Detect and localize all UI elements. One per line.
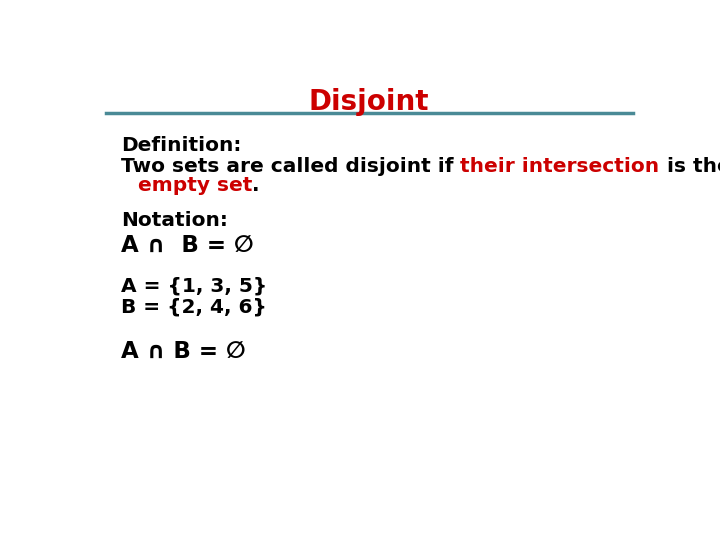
Text: is the: is the (660, 157, 720, 176)
Text: empty set: empty set (138, 177, 253, 195)
Text: Disjoint: Disjoint (309, 88, 429, 116)
Text: B = {2, 4, 6}: B = {2, 4, 6} (121, 298, 266, 316)
Text: .: . (253, 177, 260, 195)
Text: A = {1, 3, 5}: A = {1, 3, 5} (121, 276, 267, 295)
Text: A ∩ B = ∅: A ∩ B = ∅ (121, 340, 246, 363)
Text: Two sets are called disjoint if: Two sets are called disjoint if (121, 157, 461, 176)
Text: A ∩  B = ∅: A ∩ B = ∅ (121, 234, 253, 257)
Text: Notation:: Notation: (121, 211, 228, 230)
Text: their intersection: their intersection (461, 157, 660, 176)
Text: Definition:: Definition: (121, 136, 241, 154)
